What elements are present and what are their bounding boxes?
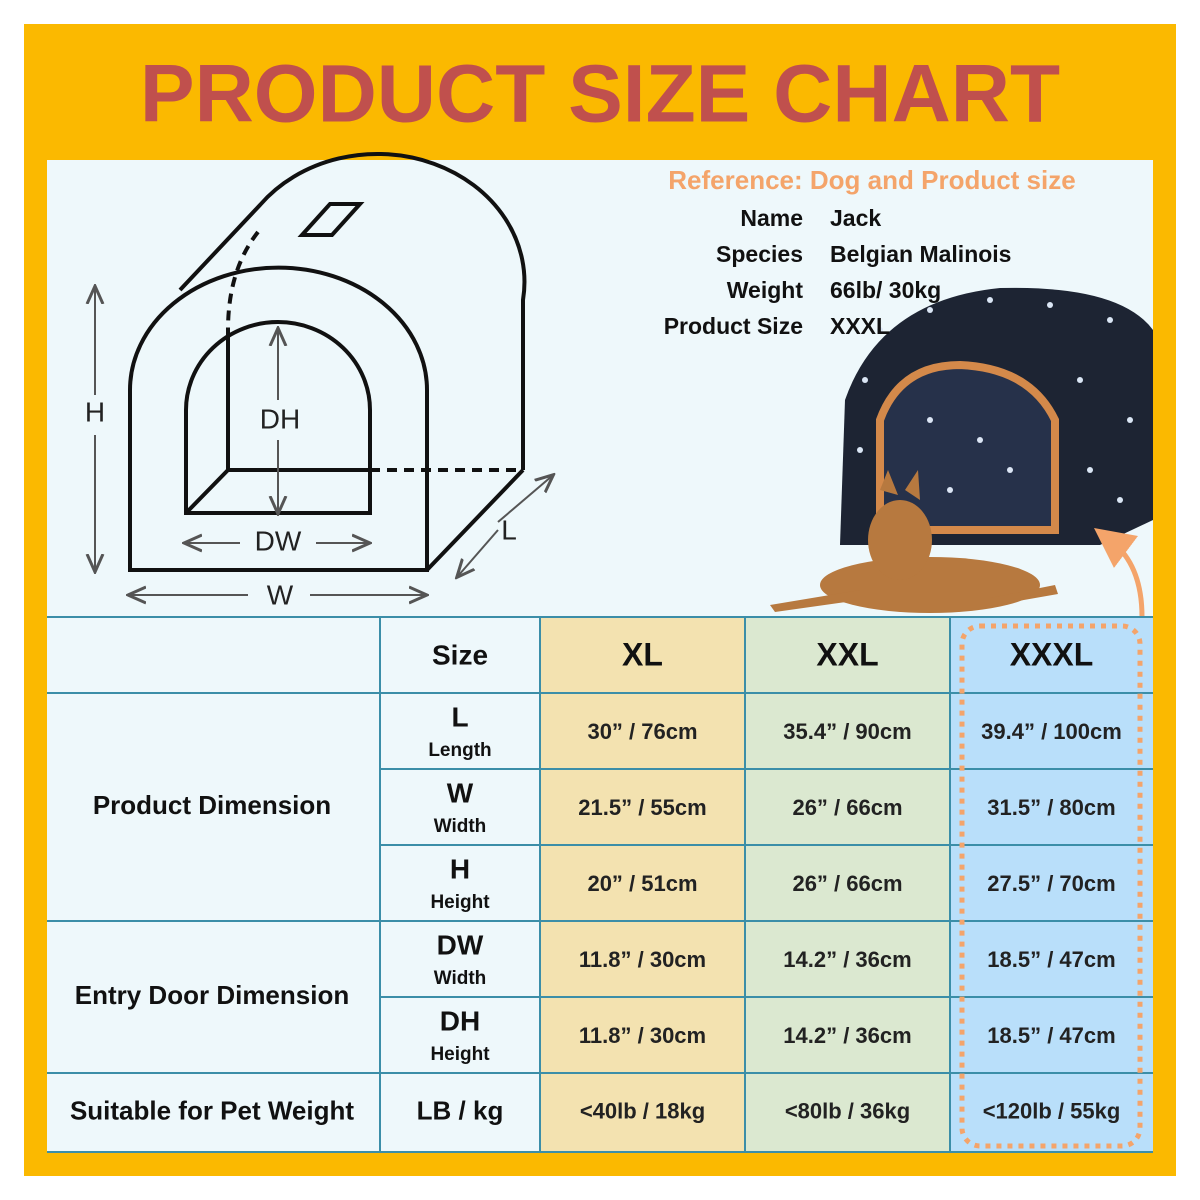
column-header: XL [622, 636, 663, 672]
size-value: 31.5” / 80cm [987, 795, 1115, 820]
reference-label: Weight [727, 277, 804, 303]
size-value: 35.4” / 90cm [783, 719, 911, 744]
size-value: 30” / 76cm [587, 719, 697, 744]
reference-label: Name [740, 205, 803, 231]
size-value: 26” / 66cm [792, 871, 902, 896]
door-width-label: DW [255, 525, 302, 556]
row-code: W [447, 777, 474, 808]
size-value: 14.2” / 36cm [783, 1023, 911, 1048]
row-name: Width [434, 816, 487, 837]
row-name: Height [430, 1044, 490, 1065]
door-height-label: DH [260, 403, 300, 434]
house-diagram: H DH DW W L [85, 151, 552, 610]
length-label: L [501, 514, 517, 545]
size-column [540, 617, 745, 1152]
size-column [745, 617, 950, 1152]
highlight-outline [959, 623, 1143, 1149]
column-header: XXL [816, 636, 878, 672]
row-name: Height [430, 892, 490, 913]
row-code: L [451, 701, 468, 732]
reference-label: Product Size [664, 313, 803, 339]
row-code: DH [440, 1005, 480, 1036]
row-code: H [450, 853, 470, 884]
reference-value: Belgian Malinois [830, 241, 1011, 267]
size-value: 20” / 51cm [587, 871, 697, 896]
size-value: 14.2” / 36cm [783, 947, 911, 972]
size-value: 18.5” / 47cm [987, 1023, 1115, 1048]
group-label: Product Dimension [93, 790, 331, 820]
row-name: Length [428, 740, 491, 761]
weight-value: <40lb / 18kg [580, 1098, 705, 1123]
reference-value: Jack [830, 205, 881, 231]
width-label: W [267, 579, 294, 610]
size-value: 39.4” / 100cm [981, 719, 1122, 744]
size-value: 18.5” / 47cm [987, 947, 1115, 972]
product-photo [770, 287, 1153, 646]
size-value: 26” / 66cm [792, 795, 902, 820]
reference: Reference: Dog and Product size Name Jack… [664, 165, 1076, 339]
size-value: 21.5” / 55cm [578, 795, 706, 820]
size-value: 11.8” / 30cm [579, 1023, 706, 1048]
row-name: Width [434, 968, 487, 989]
weight-value: <80lb / 36kg [785, 1098, 910, 1123]
column-header: Size [432, 639, 488, 670]
group-label: Entry Door Dimension [75, 980, 349, 1010]
reference-value: 66lb/ 30kg [830, 277, 941, 303]
row-code: DW [437, 929, 484, 960]
size-table: Size XL XXL XXXL L Length 30” / 76cm 35.4” / 90… [47, 616, 1153, 1153]
reference-label: Species [716, 241, 803, 267]
weight-unit: LB / kg [417, 1095, 504, 1125]
height-label: H [85, 396, 105, 427]
weight-label: Suitable for Pet Weight [70, 1095, 354, 1125]
reference-value: XXXL [830, 313, 890, 339]
reference-heading: Reference: Dog and Product size [668, 165, 1075, 195]
column-header: XXXL [1010, 636, 1094, 672]
size-column [950, 617, 1153, 1152]
weight-value: <120lb / 55kg [983, 1098, 1121, 1123]
size-value: 11.8” / 30cm [579, 947, 706, 972]
title: PRODUCT SIZE CHART [140, 49, 1060, 140]
size-value: 27.5” / 70cm [987, 871, 1115, 896]
